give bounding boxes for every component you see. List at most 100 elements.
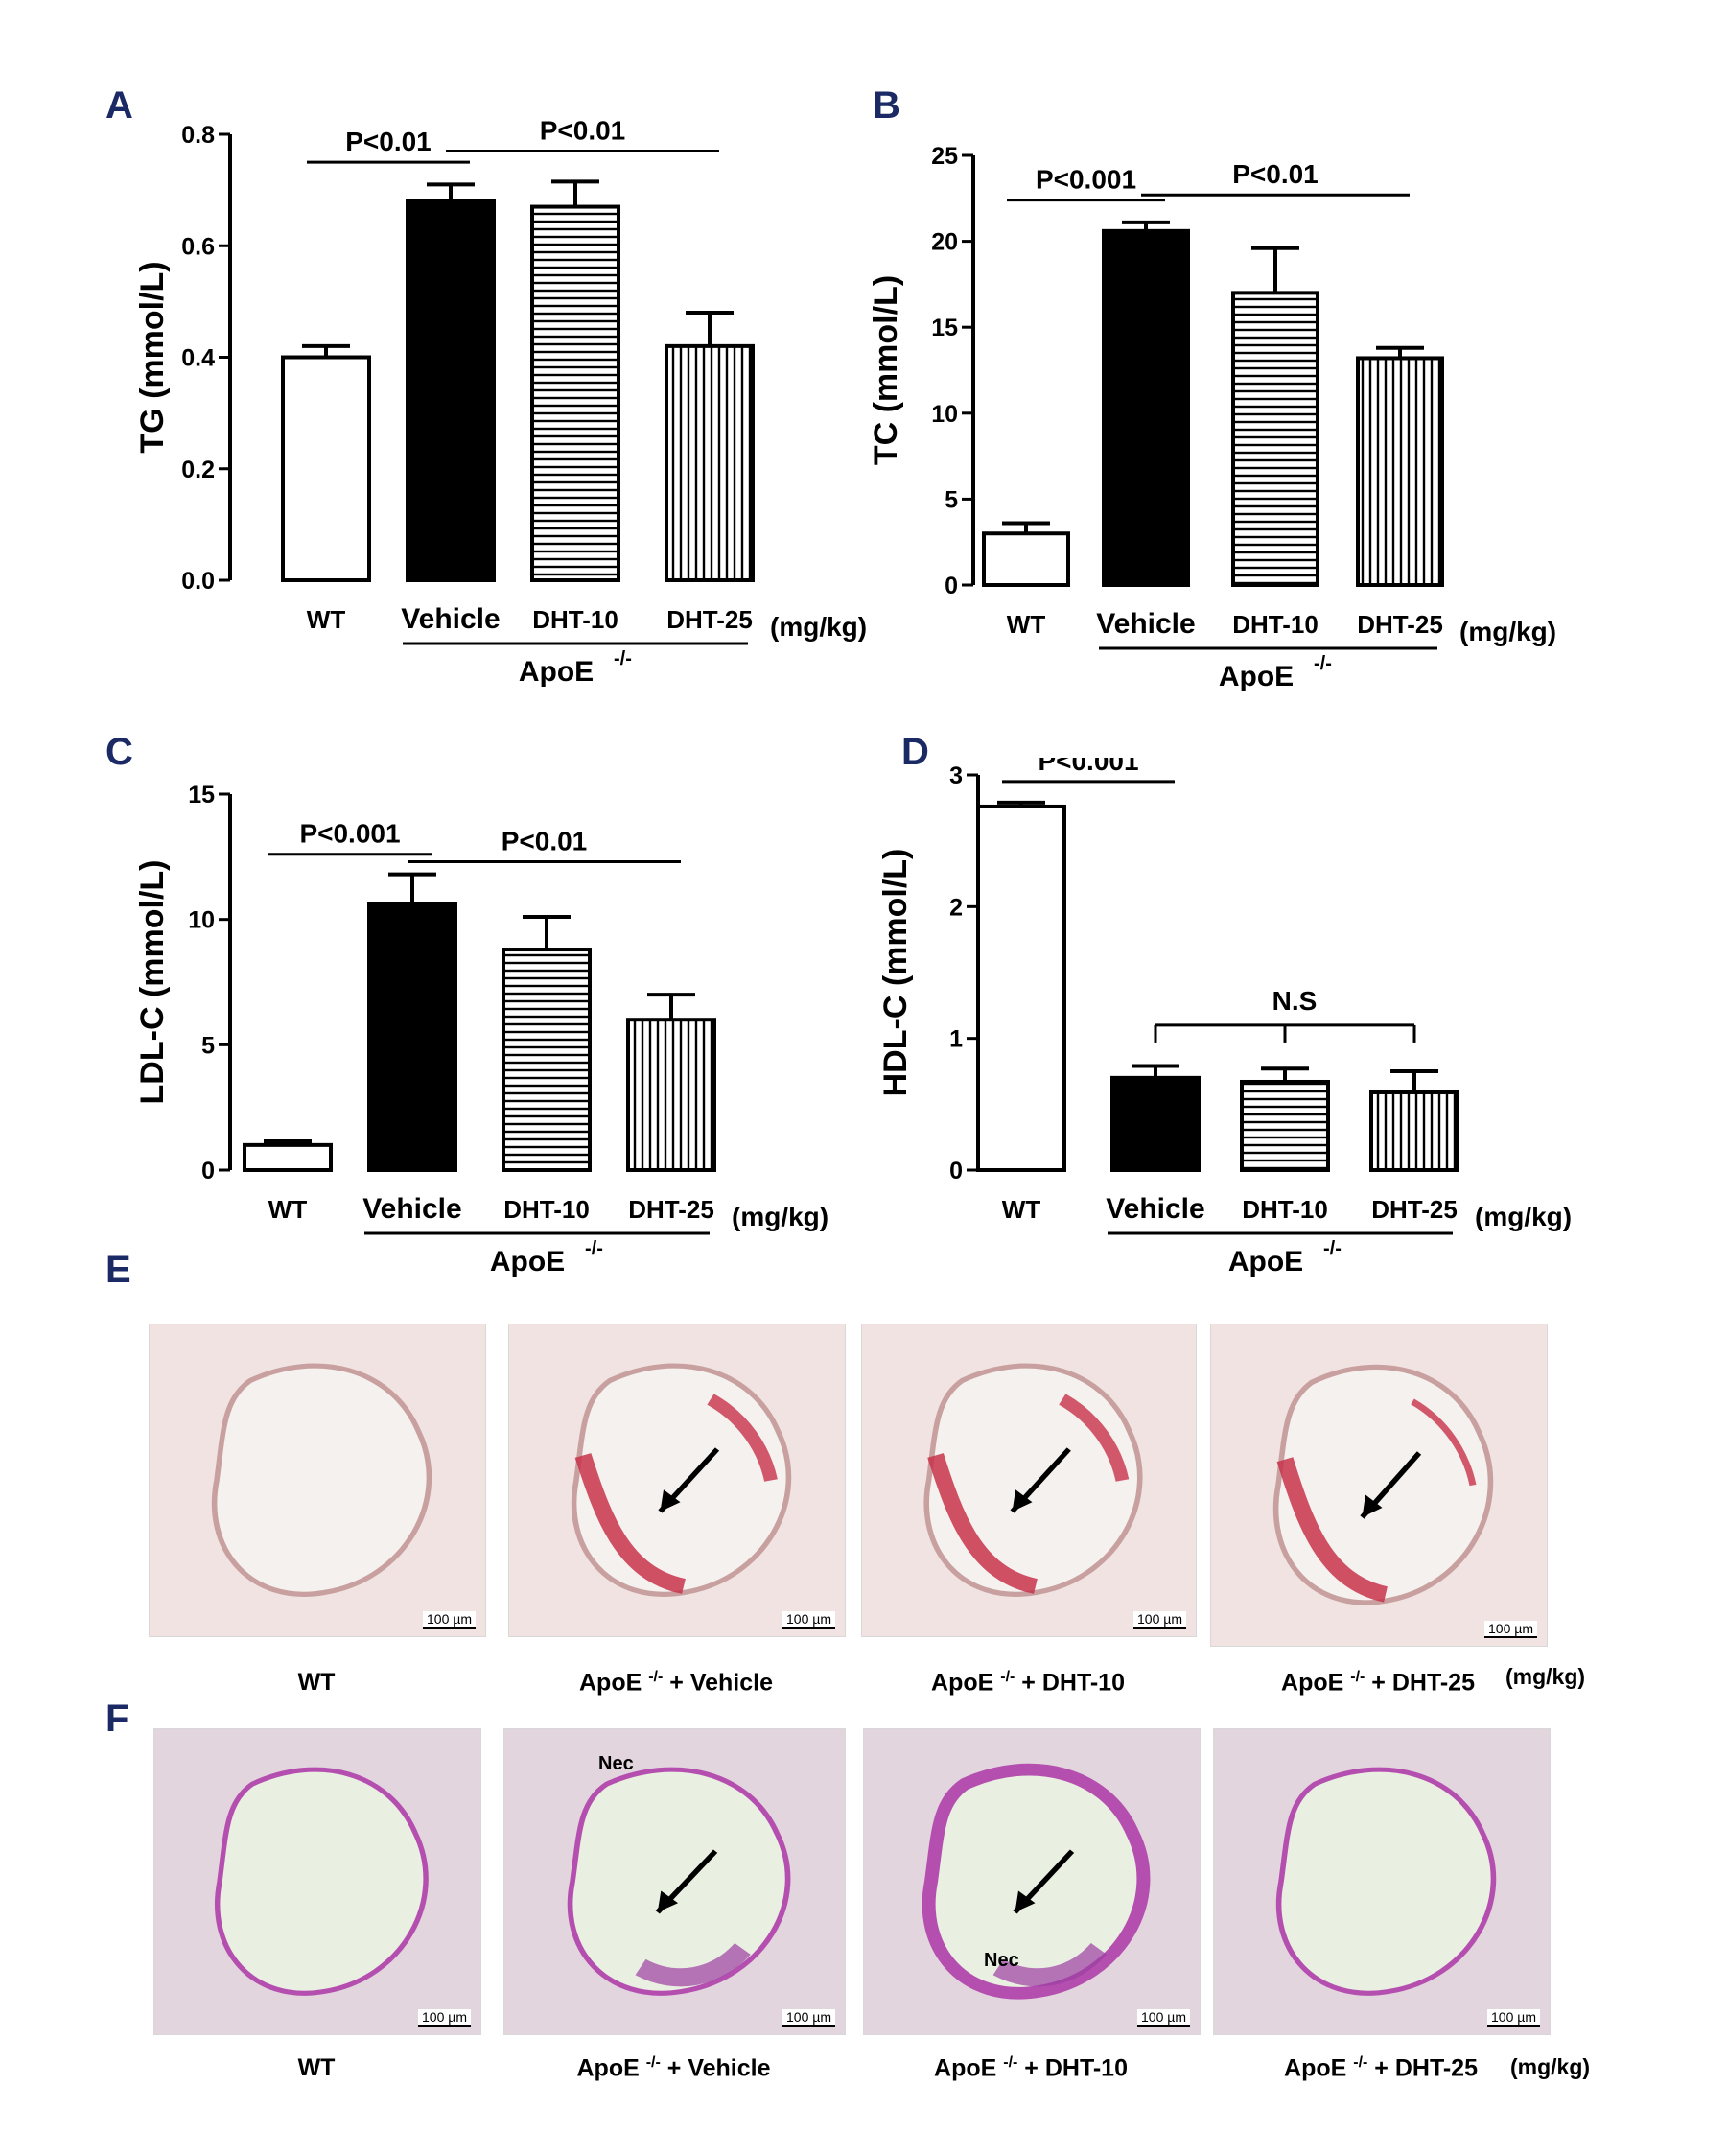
group-label-sup: -/- xyxy=(1314,653,1332,674)
scale-bar: 100 µm xyxy=(1484,1621,1537,1638)
caption-rest: + Vehicle xyxy=(663,1669,773,1697)
chart-tg: 0.0 0.2 0.4 0.6 0.8 TG (mmol/L) WT Vehicle DHT-1… xyxy=(134,115,867,688)
y-axis-label: HDL-C (mmol/L) xyxy=(877,849,914,1097)
scale-bar: 100 µm xyxy=(1137,2009,1190,2027)
significance-label: P<0.001 xyxy=(1038,758,1138,776)
nec-label: Nec xyxy=(984,1950,1019,1971)
y-tick-label: 0.8 xyxy=(181,122,215,149)
significance-label: P<0.001 xyxy=(299,819,400,849)
y-tick-label: 5 xyxy=(201,1032,215,1059)
tissue-section xyxy=(150,1324,485,1636)
caption-sup: -/- xyxy=(645,2054,661,2071)
group-label-sup: -/- xyxy=(1323,1238,1342,1259)
tissue-section xyxy=(509,1324,845,1636)
x-tick-label: Vehicle xyxy=(362,1193,461,1225)
bar-vehicle xyxy=(1102,228,1190,588)
bar-dht-25 xyxy=(626,1018,716,1173)
caption-main: WT xyxy=(297,2054,336,2081)
vessel-lumen xyxy=(215,1767,429,1996)
y-axis-label: LDL-C (mmol/L) xyxy=(134,860,171,1105)
lipid-plaque xyxy=(1411,1398,1477,1487)
histology-image-e-2: 100 µm xyxy=(508,1324,846,1637)
y-tick-label: 0 xyxy=(945,573,958,599)
y-tick-label: 0 xyxy=(949,1158,963,1184)
scale-bar: 100 µm xyxy=(782,1611,835,1629)
panel-letter-a: A xyxy=(105,84,133,127)
group-label-sup: -/- xyxy=(585,1238,603,1259)
scale-bar: 100 µm xyxy=(1487,2009,1540,2027)
caption-sup: -/- xyxy=(1003,2054,1018,2071)
y-tick-label: 25 xyxy=(931,143,958,170)
histology-image-f-3: 100 µm Nec xyxy=(863,1728,1201,2035)
lipid-plaque xyxy=(574,1453,687,1594)
caption-sup: -/- xyxy=(1353,2054,1368,2071)
chart-tc: 0 5 10 15 20 25 TC (mmol/L) WT Vehicle DHT-10 DHT-… xyxy=(868,143,1556,692)
histology-e-unit: (mg/kg) xyxy=(1505,1664,1586,1689)
y-tick-label: 1 xyxy=(949,1026,963,1053)
histology-caption: WT xyxy=(134,2054,499,2082)
arrow-head xyxy=(660,1489,681,1512)
caption-main: ApoE xyxy=(576,2054,646,2082)
bar-dht-10 xyxy=(530,204,620,582)
x-tick-label: DHT-10 xyxy=(1242,1195,1328,1224)
histology-image-f-2: 100 µm Nec xyxy=(503,1728,846,2035)
caption-rest: + DHT-10 xyxy=(1015,1669,1125,1697)
x-tick-label: DHT-10 xyxy=(1232,610,1319,639)
histology-image-f-1: 100 µm xyxy=(153,1728,481,2035)
significance-label: P<0.01 xyxy=(502,827,588,856)
vessel-lumen xyxy=(1275,1767,1497,1996)
caption-main: ApoE xyxy=(1281,1669,1351,1697)
lipid-plaque xyxy=(707,1394,778,1482)
tissue-section xyxy=(154,1729,480,2034)
tissue-section xyxy=(1214,1729,1550,2034)
x-tick-label: WT xyxy=(1007,610,1046,639)
y-tick-label: 0.2 xyxy=(181,457,215,483)
histology-image-e-1: 100 µm xyxy=(149,1324,486,1637)
significance-label: P<0.01 xyxy=(1232,159,1319,189)
y-tick-label: 0 xyxy=(201,1158,215,1184)
x-tick-label: WT xyxy=(1002,1195,1041,1224)
caption-rest: + Vehicle xyxy=(660,2054,771,2082)
caption-rest: + DHT-25 xyxy=(1367,2054,1478,2082)
arrow-head xyxy=(1012,1489,1033,1512)
y-axis-label: TC (mmol/L) xyxy=(868,275,904,465)
chart-ldl-c: 0 5 10 15 LDL-C (mmol/L) WT Vehicle DHT-10 DHT-2… xyxy=(134,782,828,1277)
histology-caption: WT xyxy=(134,1669,499,1697)
arrow-head xyxy=(1362,1494,1383,1517)
necrotic-core xyxy=(992,1942,1108,1987)
panel-letter-b: B xyxy=(873,84,900,127)
x-tick-label: WT xyxy=(307,605,346,634)
caption-main: ApoE xyxy=(934,2054,1004,2082)
tissue-section xyxy=(1211,1324,1547,1646)
y-tick-label: 2 xyxy=(949,894,963,921)
tissue-section xyxy=(504,1729,845,2034)
bar-wt xyxy=(243,1142,333,1173)
histology-caption: ApoE -/- + DHT-10 xyxy=(846,1669,1210,1697)
group-label-sup: -/- xyxy=(614,648,632,669)
bar-dht-10 xyxy=(1231,291,1319,588)
chart-hdl-c: 0 1 2 3 HDL-C (mmol/L) WT Vehicle DHT-10 DHT-25 (… xyxy=(877,758,1572,1277)
x-tick-label: WT xyxy=(268,1195,308,1224)
y-tick-label: 0.4 xyxy=(181,345,215,372)
bar-vehicle xyxy=(1110,1075,1201,1172)
significance-label: P<0.01 xyxy=(540,115,626,145)
x-tick-label: DHT-25 xyxy=(1357,610,1443,639)
significance-label: P<0.01 xyxy=(345,127,432,156)
histology-caption: ApoE -/- + Vehicle xyxy=(492,2054,856,2082)
unit-label: (mg/kg) xyxy=(770,612,867,642)
caption-sup: -/- xyxy=(648,1669,664,1685)
histology-caption: ApoE -/- + DHT-25 xyxy=(1196,1669,1560,1697)
histology-caption: ApoE -/- + Vehicle xyxy=(494,1669,858,1697)
lipid-plaque xyxy=(1276,1457,1389,1603)
y-tick-label: 0.6 xyxy=(181,233,215,260)
y-tick-label: 5 xyxy=(945,486,958,513)
x-tick-label: Vehicle xyxy=(401,603,500,635)
tissue-section xyxy=(862,1324,1196,1636)
lipid-plaque xyxy=(927,1453,1039,1594)
y-axis-label: TG (mmol/L) xyxy=(134,261,171,453)
bar-dht-10 xyxy=(502,948,592,1172)
caption-rest: + DHT-25 xyxy=(1365,1669,1475,1697)
y-tick-label: 10 xyxy=(931,401,958,428)
lipid-plaque xyxy=(1059,1394,1130,1482)
